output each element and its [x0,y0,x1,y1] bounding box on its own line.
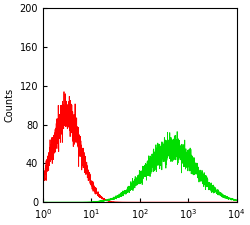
Y-axis label: Counts: Counts [4,88,14,122]
